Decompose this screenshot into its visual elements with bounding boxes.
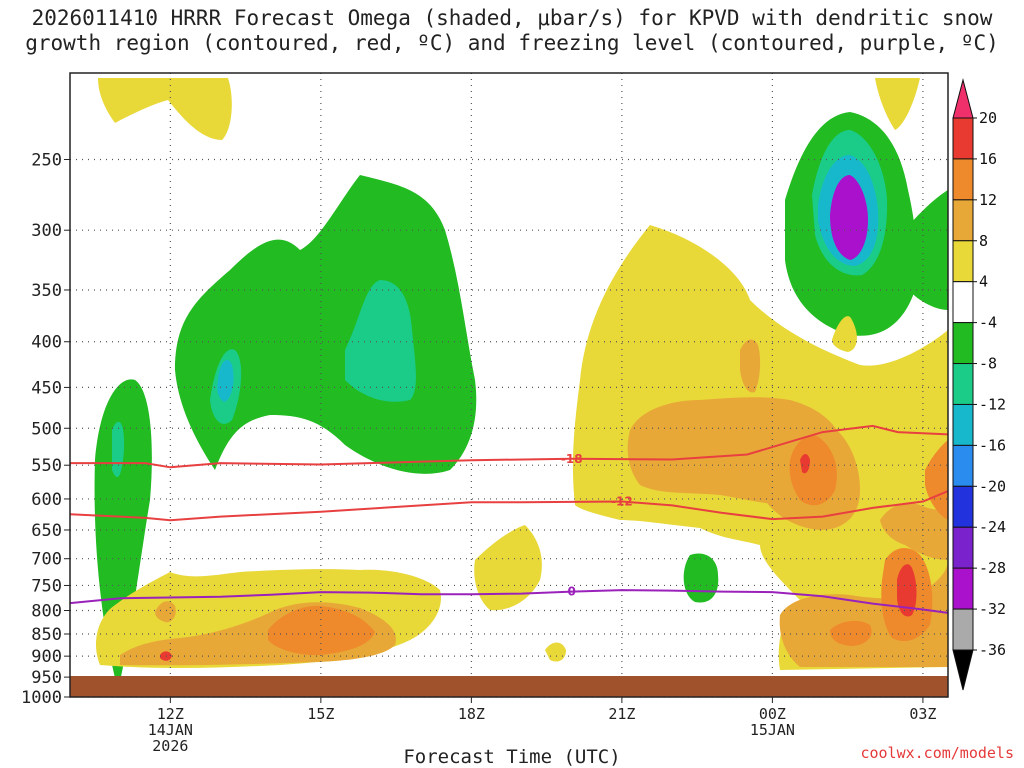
y-tick-label: 400 (31, 333, 62, 353)
ground (70, 676, 948, 697)
upward-8-mid-patch-1 (345, 280, 416, 402)
x-tick-label: 15Z (307, 705, 334, 723)
colorbar-label: -32 (979, 600, 1006, 618)
x-tick-label: 21Z (608, 705, 635, 723)
contour-label-freezing-level: 0 (568, 585, 576, 599)
x-tick-label: 03Z (909, 705, 936, 723)
downward-4-midlevel-patch-6 (545, 642, 566, 662)
x-tick-date: 15JAN (750, 721, 795, 739)
contour-freezing-level (69, 589, 949, 614)
colorbar-label: 16 (979, 150, 997, 168)
y-tick-label: 250 (31, 151, 62, 171)
colorbar-label: -12 (979, 395, 1006, 413)
colorbar-label: -16 (979, 436, 1006, 454)
colorbar-swatch (952, 240, 974, 283)
downward-4-midlevel-patch-1 (875, 78, 920, 130)
colorbar-swatch (952, 199, 974, 242)
colorbar-swatch (952, 158, 974, 201)
y-tick-label: 950 (31, 668, 62, 688)
colorbar-swatch (952, 117, 974, 160)
x-tick-label: 00Z (759, 705, 786, 723)
colorbar-swatch (952, 567, 974, 610)
downward-20-late-patch-0 (897, 564, 917, 617)
colorbar-label: -28 (979, 559, 1006, 577)
y-tick-label: 550 (31, 456, 62, 476)
upward-4-top-left-patch-3 (905, 190, 948, 310)
downward-8-lowlevel-patch-5 (155, 601, 176, 623)
colorbar-label: -4 (979, 314, 997, 332)
y-tick-label: 600 (31, 490, 62, 510)
y-tick-label: 300 (31, 221, 62, 241)
downward-4-midlevel-patch-5 (832, 316, 857, 352)
colorbar-swatch (952, 526, 974, 569)
contour-dendritic-minus18 (70, 424, 949, 469)
y-tick-label: 900 (31, 647, 62, 667)
x-tick-label: 12Z (157, 705, 184, 723)
chart-title: 2026011410 HRRR Forecast Omega (shaded, … (25, 6, 999, 55)
colorbar-swatch (952, 608, 974, 651)
contour-dendritic-minus12 (69, 490, 949, 522)
ground-surface (70, 676, 948, 697)
colorbar-label: 20 (979, 109, 997, 127)
credit-link[interactable]: coolwx.com/models (860, 744, 1014, 762)
y-tick-label: 850 (31, 625, 62, 645)
colorbar-swatch (952, 444, 974, 487)
colorbar-label: 8 (979, 232, 988, 250)
downward-20-late-patch-2 (800, 454, 810, 474)
region-downward-20-late (160, 454, 917, 661)
downward-4-midlevel-patch-0 (98, 78, 232, 140)
y-tick-label: 750 (31, 576, 62, 596)
y-tick-label: 800 (31, 601, 62, 621)
contour-label-dendritic-minus18: -18 (561, 452, 583, 466)
y-tick-label: 650 (31, 521, 62, 541)
colorbar-swatch (952, 363, 974, 405)
downward-12-lowlevel-patch-0 (268, 605, 375, 656)
plot-frame (69, 72, 949, 698)
downward-12-lowlevel-patch-1 (789, 435, 837, 506)
colorbar-label: -20 (979, 477, 1006, 495)
upward-4-top-left-patch-5 (683, 553, 719, 603)
colorbar-label: 4 (979, 273, 988, 291)
colorbar-label: -36 (979, 641, 1006, 659)
colorbar-label: -8 (979, 355, 997, 373)
y-tick-label: 500 (31, 419, 62, 439)
colorbar: 20 16 12 8 4 -4 -8 -12 -16 -20 -24 -28 -32 -36 (952, 78, 1006, 691)
colorbar-swatch (952, 281, 974, 324)
x-tick-year: 2026 (152, 737, 188, 755)
x-tick-label: 18Z (458, 705, 485, 723)
upward-12-mid-patch-0 (217, 360, 234, 402)
downward-8-lowlevel-patch-6 (880, 503, 948, 560)
y-tick-label: 450 (31, 378, 62, 398)
y-tick-label: 700 (31, 550, 62, 570)
upward-peak-upper-right-patch-0 (830, 175, 868, 260)
downward-12-lowlevel-patch-4 (925, 440, 948, 520)
y-tick-label: 350 (31, 281, 62, 301)
axes: 2503003504004505005506006507007508008509… (21, 72, 949, 755)
contours: -18 -12 0 (69, 424, 949, 614)
colorbar-swatch (952, 322, 974, 365)
downward-8-lowlevel-patch-1 (740, 339, 761, 393)
colorbar-swatch (952, 403, 974, 446)
upward-4-top-left-patch-0 (175, 175, 477, 474)
shaded-regions (94, 78, 948, 690)
x-axis-label: Forecast Time (UTC) (403, 746, 621, 768)
colorbar-swatch (952, 485, 974, 528)
downward-4-midlevel-patch-3 (474, 525, 542, 611)
y-tick-label: 1000 (21, 688, 62, 708)
contour-label-dendritic-minus12: -12 (611, 495, 633, 509)
colorbar-top-arrow (952, 78, 974, 119)
colorbar-bottom-arrow (952, 649, 974, 691)
region-upward-peak-upper-right (830, 175, 868, 260)
colorbar-label: 12 (979, 191, 997, 209)
x-tick-date: 14JAN (148, 721, 193, 739)
colorbar-label: -24 (979, 518, 1006, 536)
